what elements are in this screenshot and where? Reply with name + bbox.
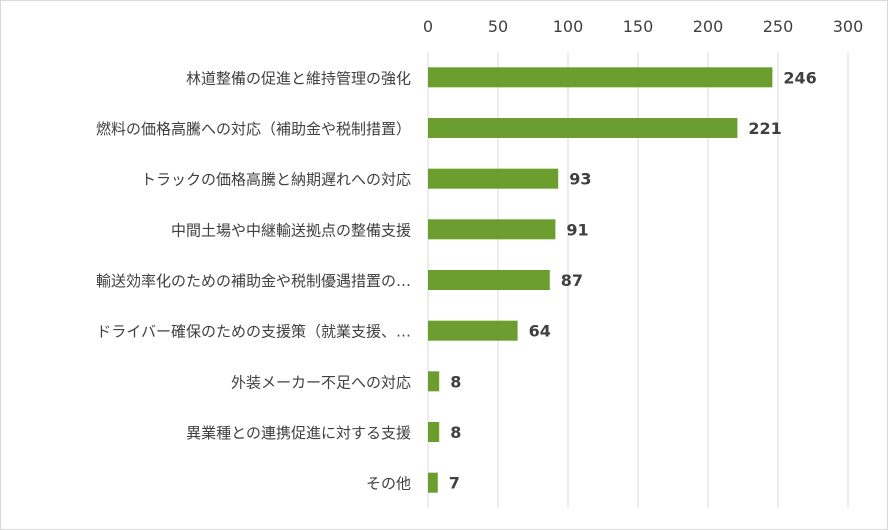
bar — [428, 219, 556, 240]
bars — [428, 67, 773, 493]
category-label: その他 — [366, 475, 411, 493]
bar — [428, 472, 438, 493]
bar — [428, 422, 440, 442]
category-label: 中間土場や中継輸送拠点の整備支援 — [171, 221, 411, 239]
data-label: 7 — [449, 474, 460, 493]
data-label: 246 — [783, 68, 816, 87]
data-label: 221 — [748, 119, 781, 138]
x-tick-label: 100 — [553, 17, 584, 36]
bar — [428, 371, 440, 392]
data-label: 8 — [450, 423, 461, 442]
x-tick-label: 200 — [693, 17, 724, 36]
x-tick-label: 250 — [763, 17, 794, 36]
x-tick-label: 0 — [423, 17, 433, 36]
bar — [428, 118, 738, 138]
category-label: 輸送効率化のための補助金や税制優遇措置の… — [96, 272, 411, 290]
bar — [428, 270, 550, 290]
bar — [428, 320, 518, 341]
data-label: 93 — [569, 170, 591, 189]
category-label: トラックの価格高騰と納期遅れへの対応 — [141, 171, 411, 189]
category-label: 燃料の価格高騰への対応（補助金や税制措置） — [96, 120, 411, 138]
data-label: 64 — [529, 322, 551, 341]
data-label: 87 — [561, 271, 583, 290]
category-label: 異業種との連携促進に対する支援 — [186, 424, 411, 442]
x-tick-label: 300 — [833, 17, 864, 36]
data-label: 8 — [450, 372, 461, 391]
x-tick-label: 150 — [623, 17, 654, 36]
x-axis-ticks: 0 50 100 150 200 250 300 — [423, 17, 863, 36]
category-label: 林道整備の促進と維持管理の強化 — [186, 69, 411, 87]
category-label: ドライバー確保のための支援策（就業支援、… — [96, 323, 411, 341]
data-label: 91 — [566, 220, 588, 239]
bar — [428, 67, 773, 88]
category-label: 外装メーカー不足への対応 — [231, 373, 411, 391]
bar — [428, 168, 559, 189]
x-tick-label: 50 — [488, 17, 508, 36]
